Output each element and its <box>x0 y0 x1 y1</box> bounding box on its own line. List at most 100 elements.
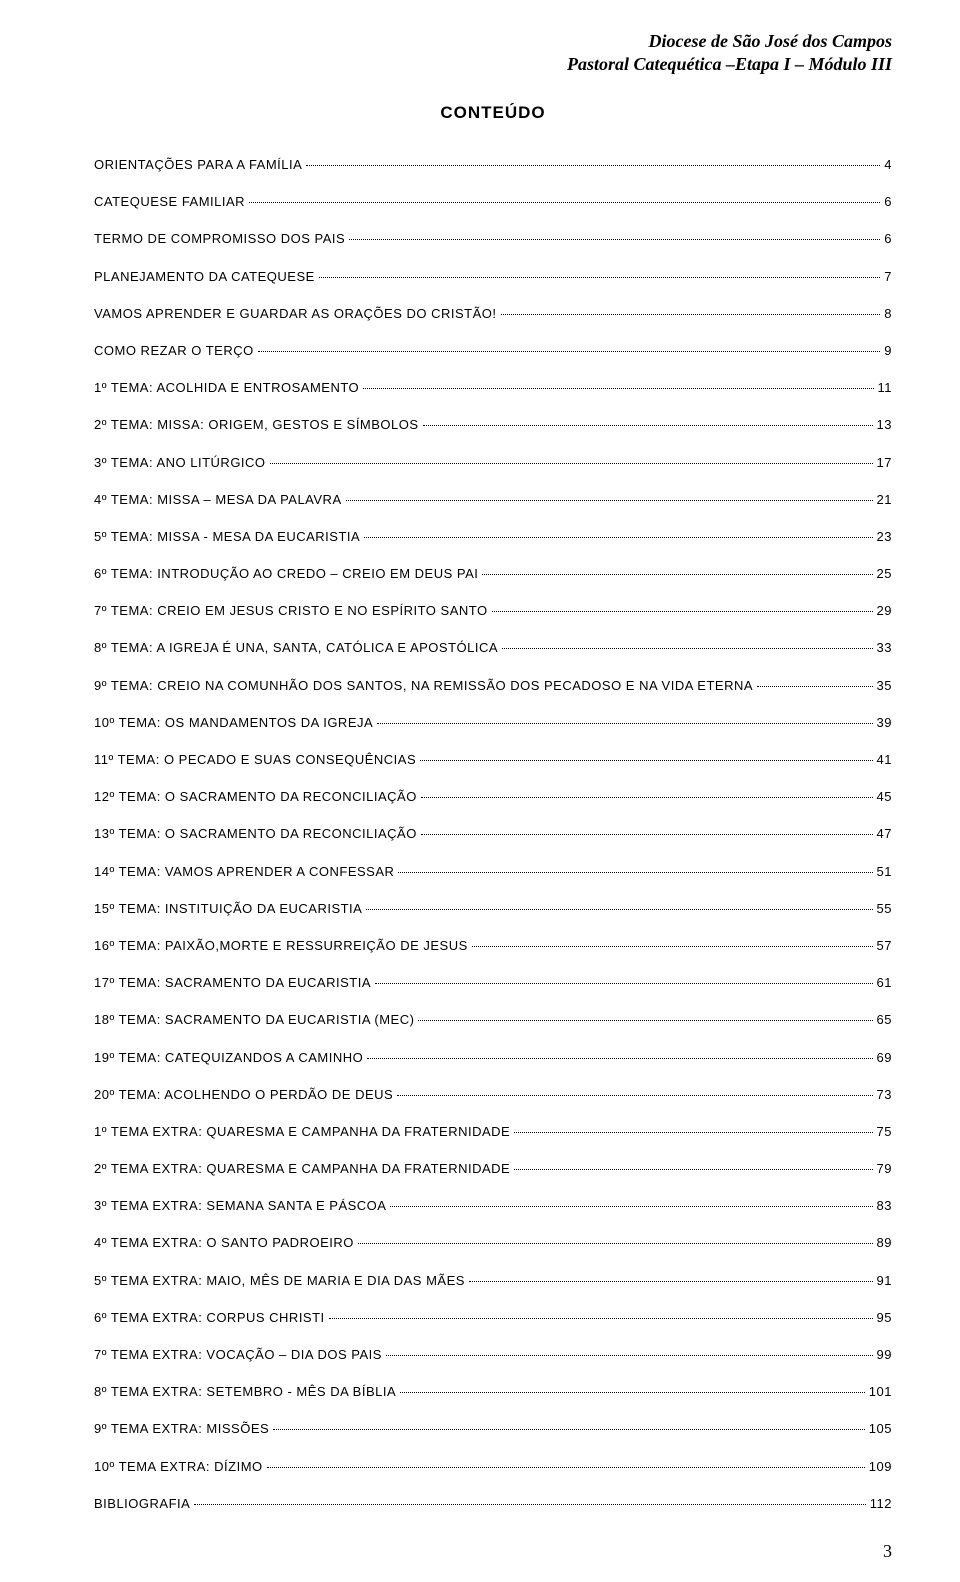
toc-entry-label: 5º TEMA EXTRA: MAIO, MÊS DE MARIA E DIA … <box>94 1273 465 1288</box>
toc-dot-leader <box>364 537 872 538</box>
toc-entry-label: 16º TEMA: PAIXÃO,MORTE E RESSURREIÇÃO DE… <box>94 938 468 953</box>
toc-entry-page: 33 <box>877 640 892 655</box>
toc-dot-leader <box>492 611 873 612</box>
toc-row: 16º TEMA: PAIXÃO,MORTE E RESSURREIÇÃO DE… <box>94 938 892 953</box>
toc-entry-label: 3º TEMA: ANO LITÚRGICO <box>94 455 266 470</box>
toc-row: 1º TEMA: ACOLHIDA E ENTROSAMENTO11 <box>94 380 892 395</box>
toc-dot-leader <box>375 983 873 984</box>
toc-entry-page: 39 <box>877 715 892 730</box>
toc-entry-label: 17º TEMA: SACRAMENTO DA EUCARISTIA <box>94 975 371 990</box>
toc-dot-leader <box>502 648 873 649</box>
toc-dot-leader <box>349 239 880 240</box>
toc-entry-page: 21 <box>877 492 892 507</box>
toc-entry-label: 8º TEMA EXTRA: SETEMBRO - MÊS DA BÍBLIA <box>94 1384 396 1399</box>
toc-row: 18º TEMA: SACRAMENTO DA EUCARISTIA (MEC)… <box>94 1012 892 1027</box>
toc-dot-leader <box>273 1429 865 1430</box>
toc-entry-label: TERMO DE COMPROMISSO DOS PAIS <box>94 231 345 246</box>
toc-row: 13º TEMA: O SACRAMENTO DA RECONCILIAÇÃO4… <box>94 826 892 841</box>
toc-dot-leader <box>319 277 880 278</box>
toc-row: 4º TEMA EXTRA: O SANTO PADROEIRO89 <box>94 1235 892 1250</box>
toc-entry-label: 12º TEMA: O SACRAMENTO DA RECONCILIAÇÃO <box>94 789 417 804</box>
toc-entry-label: 3º TEMA EXTRA: SEMANA SANTA E PÁSCOA <box>94 1198 386 1213</box>
toc-entry-label: 9º TEMA: CREIO NA COMUNHÃO DOS SANTOS, N… <box>94 678 753 693</box>
toc-dot-leader <box>420 760 872 761</box>
toc-row: BIBLIOGRAFIA112 <box>94 1496 892 1511</box>
toc-entry-label: 15º TEMA: INSTITUIÇÃO DA EUCARISTIA <box>94 901 362 916</box>
toc-dot-leader <box>514 1169 872 1170</box>
toc-row: 15º TEMA: INSTITUIÇÃO DA EUCARISTIA55 <box>94 901 892 916</box>
toc-row: 6º TEMA EXTRA: CORPUS CHRISTI95 <box>94 1310 892 1325</box>
toc-entry-label: CATEQUESE FAMILIAR <box>94 194 245 209</box>
toc-entry-page: 6 <box>884 194 892 209</box>
toc-row: 5º TEMA EXTRA: MAIO, MÊS DE MARIA E DIA … <box>94 1273 892 1288</box>
toc-entry-page: 6 <box>884 231 892 246</box>
toc-entry-label: 6º TEMA: INTRODUÇÃO AO CREDO – CREIO EM … <box>94 566 478 581</box>
toc-entry-page: 7 <box>884 269 892 284</box>
toc-entry-page: 23 <box>877 529 892 544</box>
toc-row: VAMOS APRENDER E GUARDAR AS ORAÇÕES DO C… <box>94 306 892 321</box>
toc-entry-label: 13º TEMA: O SACRAMENTO DA RECONCILIAÇÃO <box>94 826 417 841</box>
toc-entry-label: COMO REZAR O TERÇO <box>94 343 254 358</box>
toc-row: 1º TEMA EXTRA: QUARESMA E CAMPANHA DA FR… <box>94 1124 892 1139</box>
toc-row: 4º TEMA: MISSA – MESA DA PALAVRA21 <box>94 492 892 507</box>
toc-dot-leader <box>390 1206 872 1207</box>
toc-dot-leader <box>482 574 872 575</box>
toc-dot-leader <box>270 463 873 464</box>
toc-dot-leader <box>258 351 881 352</box>
toc-entry-label: 10º TEMA EXTRA: DÍZIMO <box>94 1459 263 1474</box>
toc-entry-label: 5º TEMA: MISSA - MESA DA EUCARISTIA <box>94 529 360 544</box>
toc-row: 8º TEMA: A IGREJA É UNA, SANTA, CATÓLICA… <box>94 640 892 655</box>
toc-entry-page: 75 <box>877 1124 892 1139</box>
toc-dot-leader <box>367 1058 872 1059</box>
toc-entry-page: 35 <box>877 678 892 693</box>
toc-entry-page: 13 <box>877 417 892 432</box>
toc-entry-label: 6º TEMA EXTRA: CORPUS CHRISTI <box>94 1310 325 1325</box>
toc-entry-label: 8º TEMA: A IGREJA É UNA, SANTA, CATÓLICA… <box>94 640 498 655</box>
toc-entry-page: 57 <box>877 938 892 953</box>
toc-dot-leader <box>472 946 873 947</box>
toc-entry-page: 11 <box>878 380 893 395</box>
toc-dot-leader <box>363 388 873 389</box>
toc-entry-label: VAMOS APRENDER E GUARDAR AS ORAÇÕES DO C… <box>94 306 497 321</box>
toc-dot-leader <box>514 1132 872 1133</box>
toc-row: 19º TEMA: CATEQUIZANDOS A CAMINHO69 <box>94 1050 892 1065</box>
toc-row: 11º TEMA: O PECADO E SUAS CONSEQUÊNCIAS4… <box>94 752 892 767</box>
toc-entry-page: 89 <box>877 1235 892 1250</box>
toc-entry-page: 83 <box>877 1198 892 1213</box>
toc-row: 17º TEMA: SACRAMENTO DA EUCARISTIA61 <box>94 975 892 990</box>
toc-entry-page: 17 <box>877 455 892 470</box>
toc-dot-leader <box>398 872 872 873</box>
toc-entry-label: 20º TEMA: ACOLHENDO O PERDÃO DE DEUS <box>94 1087 393 1102</box>
toc-entry-page: 109 <box>869 1459 892 1474</box>
toc-dot-leader <box>346 500 873 501</box>
toc-row: 3º TEMA: ANO LITÚRGICO 17 <box>94 455 892 470</box>
toc-dot-leader <box>249 202 880 203</box>
toc-row: 2º TEMA: MISSA: ORIGEM, GESTOS E SÍMBOLO… <box>94 417 892 432</box>
header-line1: Diocese de São José dos Campos <box>94 30 892 53</box>
toc-entry-label: 11º TEMA: O PECADO E SUAS CONSEQUÊNCIAS <box>94 752 416 767</box>
toc-row: 3º TEMA EXTRA: SEMANA SANTA E PÁSCOA 83 <box>94 1198 892 1213</box>
toc-entry-page: 4 <box>884 157 892 172</box>
toc-entry-page: 91 <box>877 1273 892 1288</box>
toc-entry-page: 9 <box>884 343 892 358</box>
toc-entry-page: 51 <box>877 864 892 879</box>
toc-row: 7º TEMA: CREIO EM JESUS CRISTO E NO ESPÍ… <box>94 603 892 618</box>
toc-entry-label: 9º TEMA EXTRA: MISSÕES <box>94 1421 269 1436</box>
toc-dot-leader <box>757 686 873 687</box>
toc-dot-leader <box>194 1504 865 1505</box>
toc-row: 8º TEMA EXTRA: SETEMBRO - MÊS DA BÍBLIA1… <box>94 1384 892 1399</box>
toc-entry-label: 2º TEMA EXTRA: QUARESMA E CAMPANHA DA FR… <box>94 1161 510 1176</box>
toc-row: CATEQUESE FAMILIAR 6 <box>94 194 892 209</box>
toc-dot-leader <box>501 314 881 315</box>
toc-entry-label: 18º TEMA: SACRAMENTO DA EUCARISTIA (MEC) <box>94 1012 414 1027</box>
toc-entry-label: 19º TEMA: CATEQUIZANDOS A CAMINHO <box>94 1050 363 1065</box>
toc-dot-leader <box>400 1392 865 1393</box>
toc-row: 9º TEMA EXTRA: MISSÕES 105 <box>94 1421 892 1436</box>
toc-entry-label: ORIENTAÇÕES PARA A FAMÍLIA <box>94 157 302 172</box>
toc-row: COMO REZAR O TERÇO 9 <box>94 343 892 358</box>
table-of-contents: ORIENTAÇÕES PARA A FAMÍLIA 4 CATEQUESE FAM… <box>94 157 892 1511</box>
toc-entry-label: 7º TEMA: CREIO EM JESUS CRISTO E NO ESPÍ… <box>94 603 488 618</box>
toc-entry-page: 105 <box>869 1421 892 1436</box>
toc-entry-page: 45 <box>877 789 892 804</box>
toc-entry-label: BIBLIOGRAFIA <box>94 1496 190 1511</box>
